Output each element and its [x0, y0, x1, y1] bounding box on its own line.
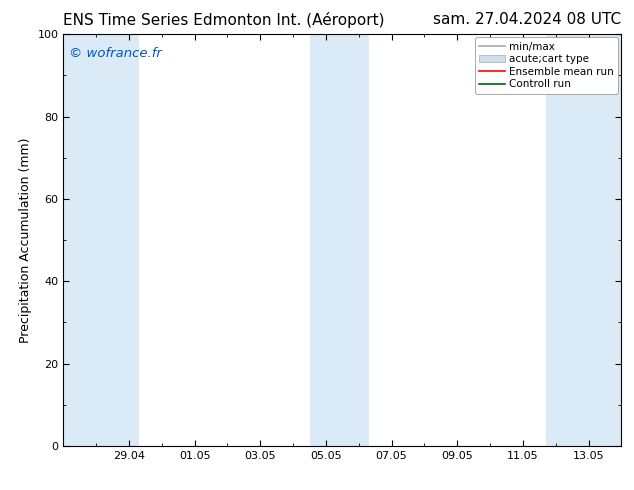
Text: sam. 27.04.2024 08 UTC: sam. 27.04.2024 08 UTC — [433, 12, 621, 27]
Bar — [546, 34, 621, 446]
Text: ENS Time Series Edmonton Int. (Aéroport): ENS Time Series Edmonton Int. (Aéroport) — [63, 12, 385, 28]
Bar — [309, 34, 368, 446]
Text: © wofrance.fr: © wofrance.fr — [69, 47, 162, 60]
Y-axis label: Precipitation Accumulation (mm): Precipitation Accumulation (mm) — [19, 137, 32, 343]
Bar — [63, 34, 139, 446]
Legend: min/max, acute;cart type, Ensemble mean run, Controll run: min/max, acute;cart type, Ensemble mean … — [475, 37, 618, 94]
